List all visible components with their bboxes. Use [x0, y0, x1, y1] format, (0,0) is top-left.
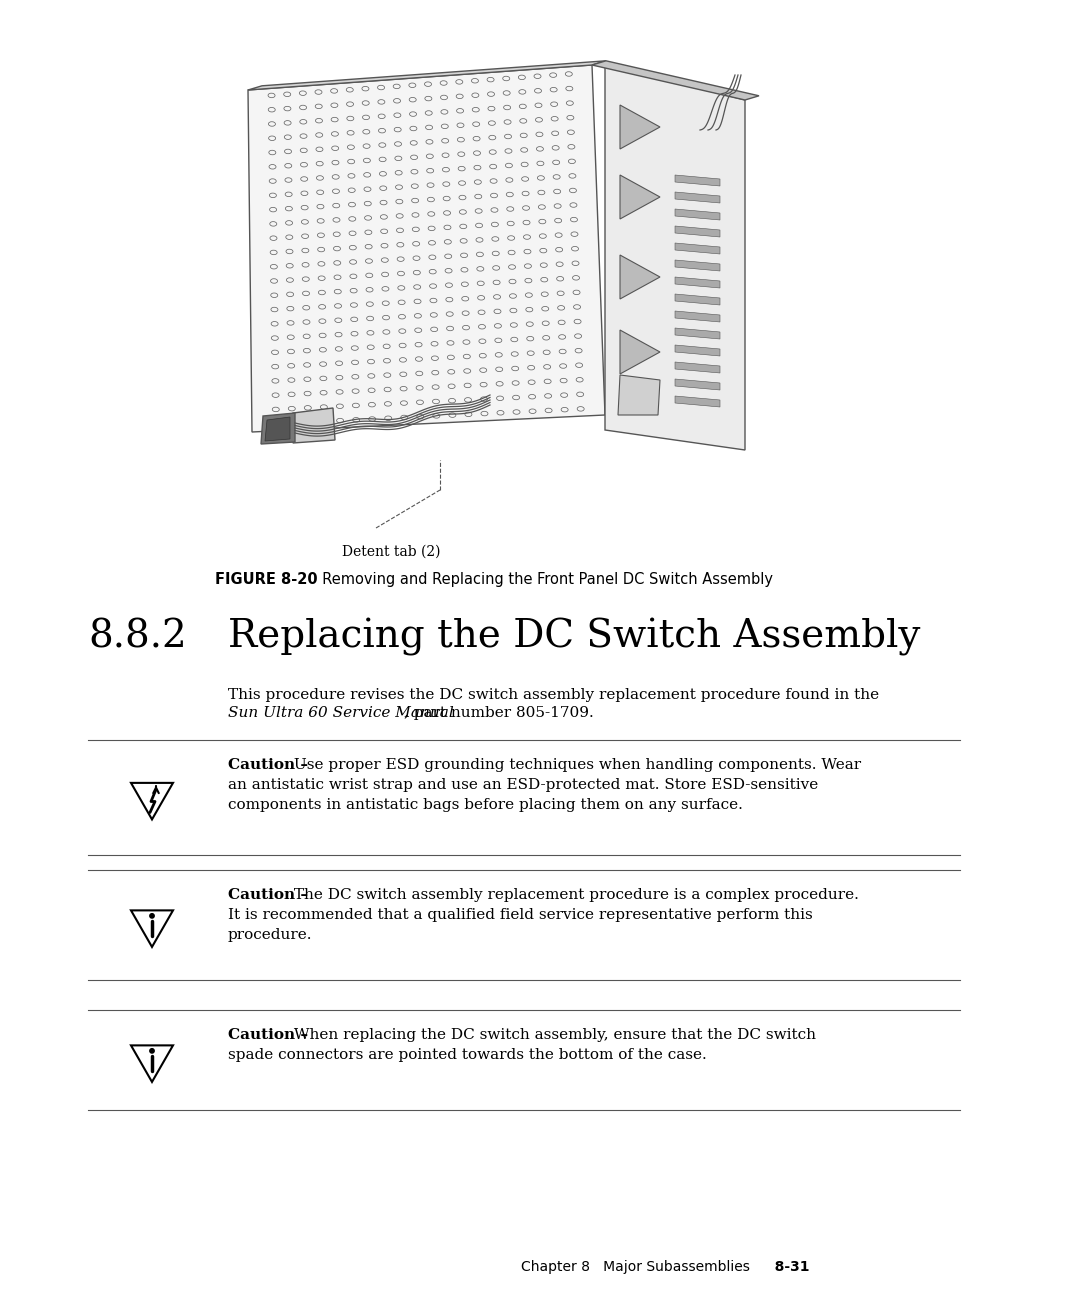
Text: , part number 805-1709.: , part number 805-1709.: [404, 706, 594, 721]
Circle shape: [150, 914, 154, 918]
Text: Sun Ultra 60 Service Manual: Sun Ultra 60 Service Manual: [228, 706, 454, 721]
Polygon shape: [675, 328, 720, 340]
Polygon shape: [620, 175, 660, 219]
Polygon shape: [675, 209, 720, 220]
Polygon shape: [620, 255, 660, 299]
Text: The DC switch assembly replacement procedure is a complex procedure.: The DC switch assembly replacement proce…: [289, 888, 859, 902]
Text: When replacing the DC switch assembly, ensure that the DC switch: When replacing the DC switch assembly, e…: [289, 1028, 816, 1042]
Polygon shape: [248, 61, 606, 89]
Text: Replacing the DC Switch Assembly: Replacing the DC Switch Assembly: [228, 618, 920, 656]
Text: This procedure revises the DC switch assembly replacement procedure found in the: This procedure revises the DC switch ass…: [228, 688, 879, 702]
Polygon shape: [675, 277, 720, 288]
Polygon shape: [265, 417, 291, 441]
Text: Caution –: Caution –: [228, 758, 308, 772]
Polygon shape: [675, 294, 720, 305]
Polygon shape: [293, 408, 335, 443]
Polygon shape: [675, 397, 720, 407]
Polygon shape: [620, 330, 660, 375]
Text: spade connectors are pointed towards the bottom of the case.: spade connectors are pointed towards the…: [228, 1048, 706, 1061]
Polygon shape: [592, 61, 759, 100]
Text: Caution –: Caution –: [228, 1028, 308, 1042]
Polygon shape: [675, 311, 720, 321]
Text: It is recommended that a qualified field service representative perform this: It is recommended that a qualified field…: [228, 908, 813, 921]
Polygon shape: [675, 378, 720, 390]
Polygon shape: [620, 105, 660, 149]
Text: Removing and Replacing the Front Panel DC Switch Assembly: Removing and Replacing the Front Panel D…: [313, 572, 773, 587]
Text: procedure.: procedure.: [228, 928, 312, 942]
Text: Caution –: Caution –: [228, 888, 308, 902]
Polygon shape: [675, 226, 720, 237]
Polygon shape: [675, 362, 720, 373]
Text: Detent tab (2): Detent tab (2): [342, 546, 441, 559]
Polygon shape: [675, 345, 720, 356]
Text: an antistatic wrist strap and use an ESD-protected mat. Store ESD-sensitive: an antistatic wrist strap and use an ESD…: [228, 778, 819, 792]
Text: 8-31: 8-31: [760, 1260, 810, 1274]
Polygon shape: [675, 175, 720, 187]
Polygon shape: [261, 413, 295, 445]
Polygon shape: [675, 260, 720, 271]
Text: FIGURE 8-20: FIGURE 8-20: [215, 572, 318, 587]
Polygon shape: [248, 65, 605, 432]
Polygon shape: [605, 65, 745, 450]
Text: Use proper ESD grounding techniques when handling components. Wear: Use proper ESD grounding techniques when…: [289, 758, 862, 772]
Text: Chapter 8   Major Subassemblies: Chapter 8 Major Subassemblies: [522, 1260, 750, 1274]
Circle shape: [150, 1048, 154, 1054]
Polygon shape: [675, 244, 720, 254]
Text: 8.8.2: 8.8.2: [87, 618, 187, 654]
Polygon shape: [618, 375, 660, 415]
Polygon shape: [675, 192, 720, 203]
Text: components in antistatic bags before placing them on any surface.: components in antistatic bags before pla…: [228, 798, 743, 813]
